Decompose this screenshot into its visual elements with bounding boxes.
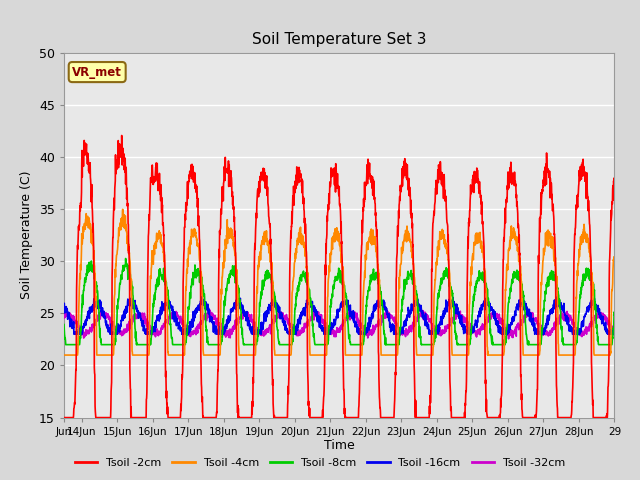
Tsoil -32cm bbox=[157, 329, 165, 335]
Tsoil -8cm bbox=[158, 274, 166, 279]
Tsoil -32cm bbox=[611, 324, 618, 330]
Tsoil -4cm bbox=[60, 352, 68, 358]
Tsoil -2cm bbox=[568, 408, 575, 413]
Tsoil -2cm bbox=[157, 200, 165, 205]
Line: Tsoil -32cm: Tsoil -32cm bbox=[64, 310, 614, 339]
Tsoil -8cm bbox=[60, 322, 68, 327]
Tsoil -32cm bbox=[568, 320, 576, 325]
Tsoil -4cm bbox=[119, 206, 127, 212]
Tsoil -8cm bbox=[122, 256, 129, 262]
Tsoil -16cm bbox=[157, 305, 165, 311]
Tsoil -8cm bbox=[522, 331, 530, 337]
Tsoil -16cm bbox=[611, 328, 618, 334]
Text: VR_met: VR_met bbox=[72, 66, 122, 79]
Tsoil -16cm bbox=[70, 331, 78, 337]
Tsoil -2cm bbox=[271, 413, 278, 419]
Line: Tsoil -16cm: Tsoil -16cm bbox=[64, 297, 614, 334]
Tsoil -8cm bbox=[568, 342, 576, 348]
Tsoil -32cm bbox=[505, 336, 513, 342]
Tsoil -2cm bbox=[118, 132, 125, 138]
Tsoil -4cm bbox=[157, 241, 165, 247]
Tsoil -2cm bbox=[60, 415, 68, 420]
Tsoil -8cm bbox=[271, 292, 278, 298]
Tsoil -32cm bbox=[60, 313, 68, 319]
X-axis label: Time: Time bbox=[324, 439, 355, 453]
Tsoil -2cm bbox=[611, 195, 618, 201]
Tsoil -2cm bbox=[145, 212, 153, 217]
Tsoil -2cm bbox=[522, 415, 530, 420]
Tsoil -16cm bbox=[145, 329, 153, 335]
Legend: Tsoil -2cm, Tsoil -4cm, Tsoil -8cm, Tsoil -16cm, Tsoil -32cm: Tsoil -2cm, Tsoil -4cm, Tsoil -8cm, Tsoi… bbox=[70, 453, 570, 472]
Tsoil -32cm bbox=[417, 307, 425, 313]
Tsoil -8cm bbox=[285, 342, 293, 348]
Tsoil -16cm bbox=[198, 294, 206, 300]
Line: Tsoil -8cm: Tsoil -8cm bbox=[64, 259, 614, 345]
Line: Tsoil -4cm: Tsoil -4cm bbox=[64, 209, 614, 355]
Tsoil -16cm bbox=[522, 305, 530, 311]
Tsoil -16cm bbox=[568, 325, 576, 331]
Tsoil -4cm bbox=[522, 352, 530, 358]
Tsoil -32cm bbox=[285, 322, 292, 328]
Tsoil -4cm bbox=[271, 347, 278, 352]
Tsoil -16cm bbox=[271, 303, 278, 309]
Title: Soil Temperature Set 3: Soil Temperature Set 3 bbox=[252, 33, 426, 48]
Tsoil -4cm bbox=[568, 352, 575, 358]
Tsoil -32cm bbox=[522, 312, 530, 318]
Tsoil -16cm bbox=[285, 331, 293, 337]
Tsoil -32cm bbox=[270, 320, 278, 326]
Tsoil -8cm bbox=[62, 342, 70, 348]
Tsoil -16cm bbox=[60, 305, 68, 311]
Line: Tsoil -2cm: Tsoil -2cm bbox=[64, 135, 614, 418]
Tsoil -4cm bbox=[145, 350, 153, 356]
Tsoil -2cm bbox=[285, 372, 292, 378]
Tsoil -4cm bbox=[611, 261, 618, 267]
Y-axis label: Soil Temperature (C): Soil Temperature (C) bbox=[20, 171, 33, 300]
Tsoil -32cm bbox=[145, 324, 153, 330]
Tsoil -8cm bbox=[145, 342, 153, 348]
Tsoil -8cm bbox=[611, 312, 618, 318]
Tsoil -4cm bbox=[285, 352, 292, 358]
